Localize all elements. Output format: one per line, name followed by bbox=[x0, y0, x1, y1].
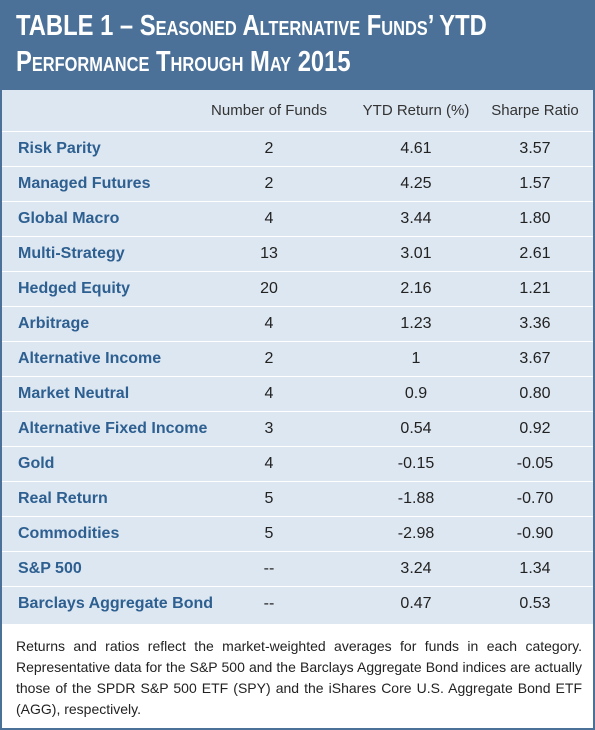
column-header: YTD Return (%) bbox=[362, 102, 470, 119]
cell-value: 0.53 bbox=[519, 595, 551, 612]
cell-value: 4 bbox=[264, 455, 274, 472]
row-label: Hedged Equity bbox=[18, 280, 131, 297]
row-label: Gold bbox=[18, 455, 55, 472]
row-label: Barclays Aggregate Bond bbox=[18, 595, 214, 612]
row-label: Commodities bbox=[18, 525, 120, 542]
cell-value: 4 bbox=[264, 315, 274, 332]
cell-value: 20 bbox=[260, 280, 278, 297]
cell-value: 0.54 bbox=[400, 420, 432, 437]
cell-value: 4 bbox=[264, 385, 274, 402]
row-label: Global Macro bbox=[18, 210, 120, 227]
table-row: Real Return 5 -1.88 -0.70 bbox=[2, 481, 593, 516]
column-header: Sharpe Ratio bbox=[491, 102, 579, 119]
cell-value: -0.15 bbox=[397, 455, 435, 472]
row-label: Alternative Income bbox=[18, 350, 162, 367]
cell-value: 4 bbox=[264, 210, 274, 227]
table: Number of Funds YTD Return (%) Sharpe Rati… bbox=[2, 90, 593, 624]
cell-value: -0.05 bbox=[516, 455, 554, 472]
cell-value: 1.21 bbox=[519, 280, 551, 297]
cell-value: 4.61 bbox=[400, 140, 432, 157]
cell-value: 3.67 bbox=[519, 350, 551, 367]
cell-value: 0.47 bbox=[400, 595, 432, 612]
column-header: Number of Funds bbox=[211, 102, 327, 119]
cell-value: 3.57 bbox=[519, 140, 551, 157]
row-label: Real Return bbox=[18, 490, 108, 507]
cell-value: 2.16 bbox=[400, 280, 432, 297]
table-row: Managed Futures 2 4.25 1.57 bbox=[2, 166, 593, 201]
cell-value: 1.23 bbox=[400, 315, 432, 332]
cell-value: 3 bbox=[264, 420, 274, 437]
header-band: TABLE 1 – Seasoned Alternative Funds’ YT… bbox=[2, 2, 593, 90]
table-row: Market Neutral 4 0.9 0.80 bbox=[2, 376, 593, 411]
table-row: Multi-Strategy 13 3.01 2.61 bbox=[2, 236, 593, 271]
cell-value: 13 bbox=[260, 245, 278, 262]
table-row: S&P 500 -- 3.24 1.34 bbox=[2, 551, 593, 586]
cell-value: 1.57 bbox=[519, 175, 551, 192]
row-label: Alternative Fixed Income bbox=[18, 420, 208, 437]
cell-value: -- bbox=[263, 595, 275, 612]
cell-value: 3.36 bbox=[519, 315, 551, 332]
footnote: Returns and ratios reflect the market-we… bbox=[16, 638, 582, 717]
cell-value: 0.92 bbox=[519, 420, 551, 437]
title: TABLE 1 – Seasoned Alternative Funds’ YT… bbox=[16, 10, 487, 78]
cell-value: 4.25 bbox=[400, 175, 432, 192]
table-row: Alternative Fixed Income 3 0.54 0.92 bbox=[2, 411, 593, 446]
cell-value: -0.70 bbox=[516, 490, 554, 507]
row-label: S&P 500 bbox=[18, 560, 82, 577]
row-label: Market Neutral bbox=[18, 385, 130, 402]
cell-value: 5 bbox=[264, 490, 274, 507]
cell-value: 2.61 bbox=[519, 245, 551, 262]
cell-value: 2 bbox=[264, 350, 274, 367]
cell-value: 1 bbox=[411, 350, 421, 367]
cell-value: 3.44 bbox=[400, 210, 432, 227]
cell-value: 1.34 bbox=[519, 560, 551, 577]
table-row: Gold 4 -0.15 -0.05 bbox=[2, 446, 593, 481]
cell-value: 2 bbox=[264, 140, 274, 157]
table-row: Alternative Income 2 1 3.67 bbox=[2, 341, 593, 376]
cell-value: 5 bbox=[264, 525, 274, 542]
table-row: Commodities 5 -2.98 -0.90 bbox=[2, 516, 593, 551]
cell-value: -0.90 bbox=[516, 525, 554, 542]
table-row: Barclays Aggregate Bond -- 0.47 0.53 bbox=[2, 586, 593, 621]
cell-value: -- bbox=[263, 560, 275, 577]
row-label: Multi-Strategy bbox=[18, 245, 125, 262]
table-row: Hedged Equity 20 2.16 1.21 bbox=[2, 271, 593, 306]
row-label: Arbitrage bbox=[18, 315, 90, 332]
cell-value: 0.9 bbox=[404, 385, 428, 402]
cell-value: 2 bbox=[264, 175, 274, 192]
cell-value: -1.88 bbox=[397, 490, 435, 507]
table-row: Global Macro 4 3.44 1.80 bbox=[2, 201, 593, 236]
row-label: Managed Futures bbox=[18, 175, 151, 192]
table-row: Risk Parity 2 4.61 3.57 bbox=[2, 131, 593, 166]
cell-value: -2.98 bbox=[397, 525, 435, 542]
table-row: Arbitrage 4 1.23 3.36 bbox=[2, 306, 593, 341]
cell-value: 0.80 bbox=[519, 385, 551, 402]
cell-value: 3.01 bbox=[400, 245, 432, 262]
cell-value: 1.80 bbox=[519, 210, 551, 227]
cell-value: 3.24 bbox=[400, 560, 432, 577]
row-label: Risk Parity bbox=[18, 140, 101, 157]
